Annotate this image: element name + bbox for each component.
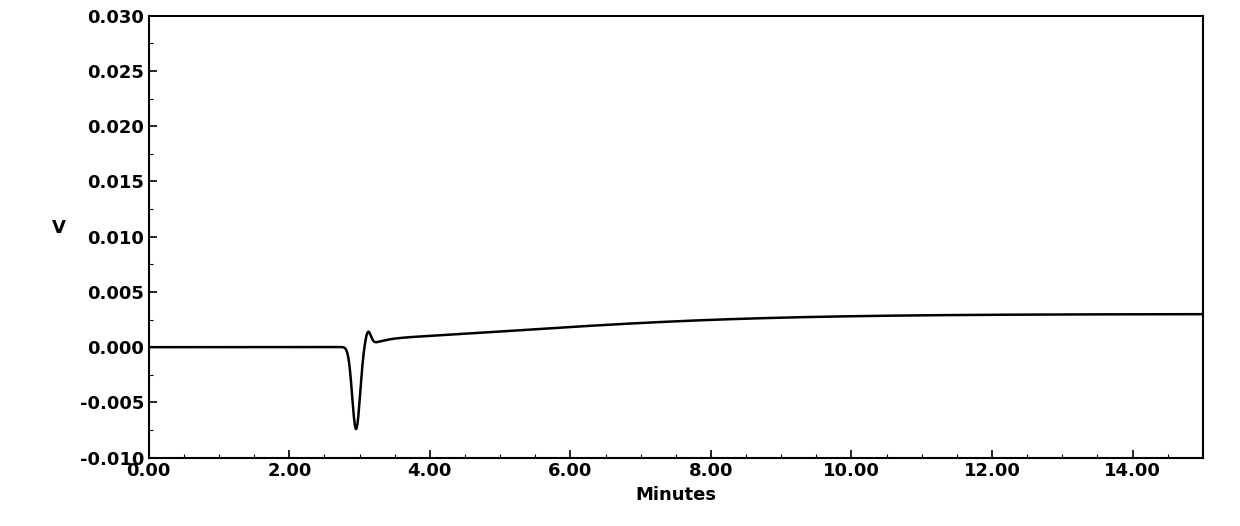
Y-axis label: V: V	[52, 219, 66, 237]
X-axis label: Minutes: Minutes	[635, 486, 717, 504]
